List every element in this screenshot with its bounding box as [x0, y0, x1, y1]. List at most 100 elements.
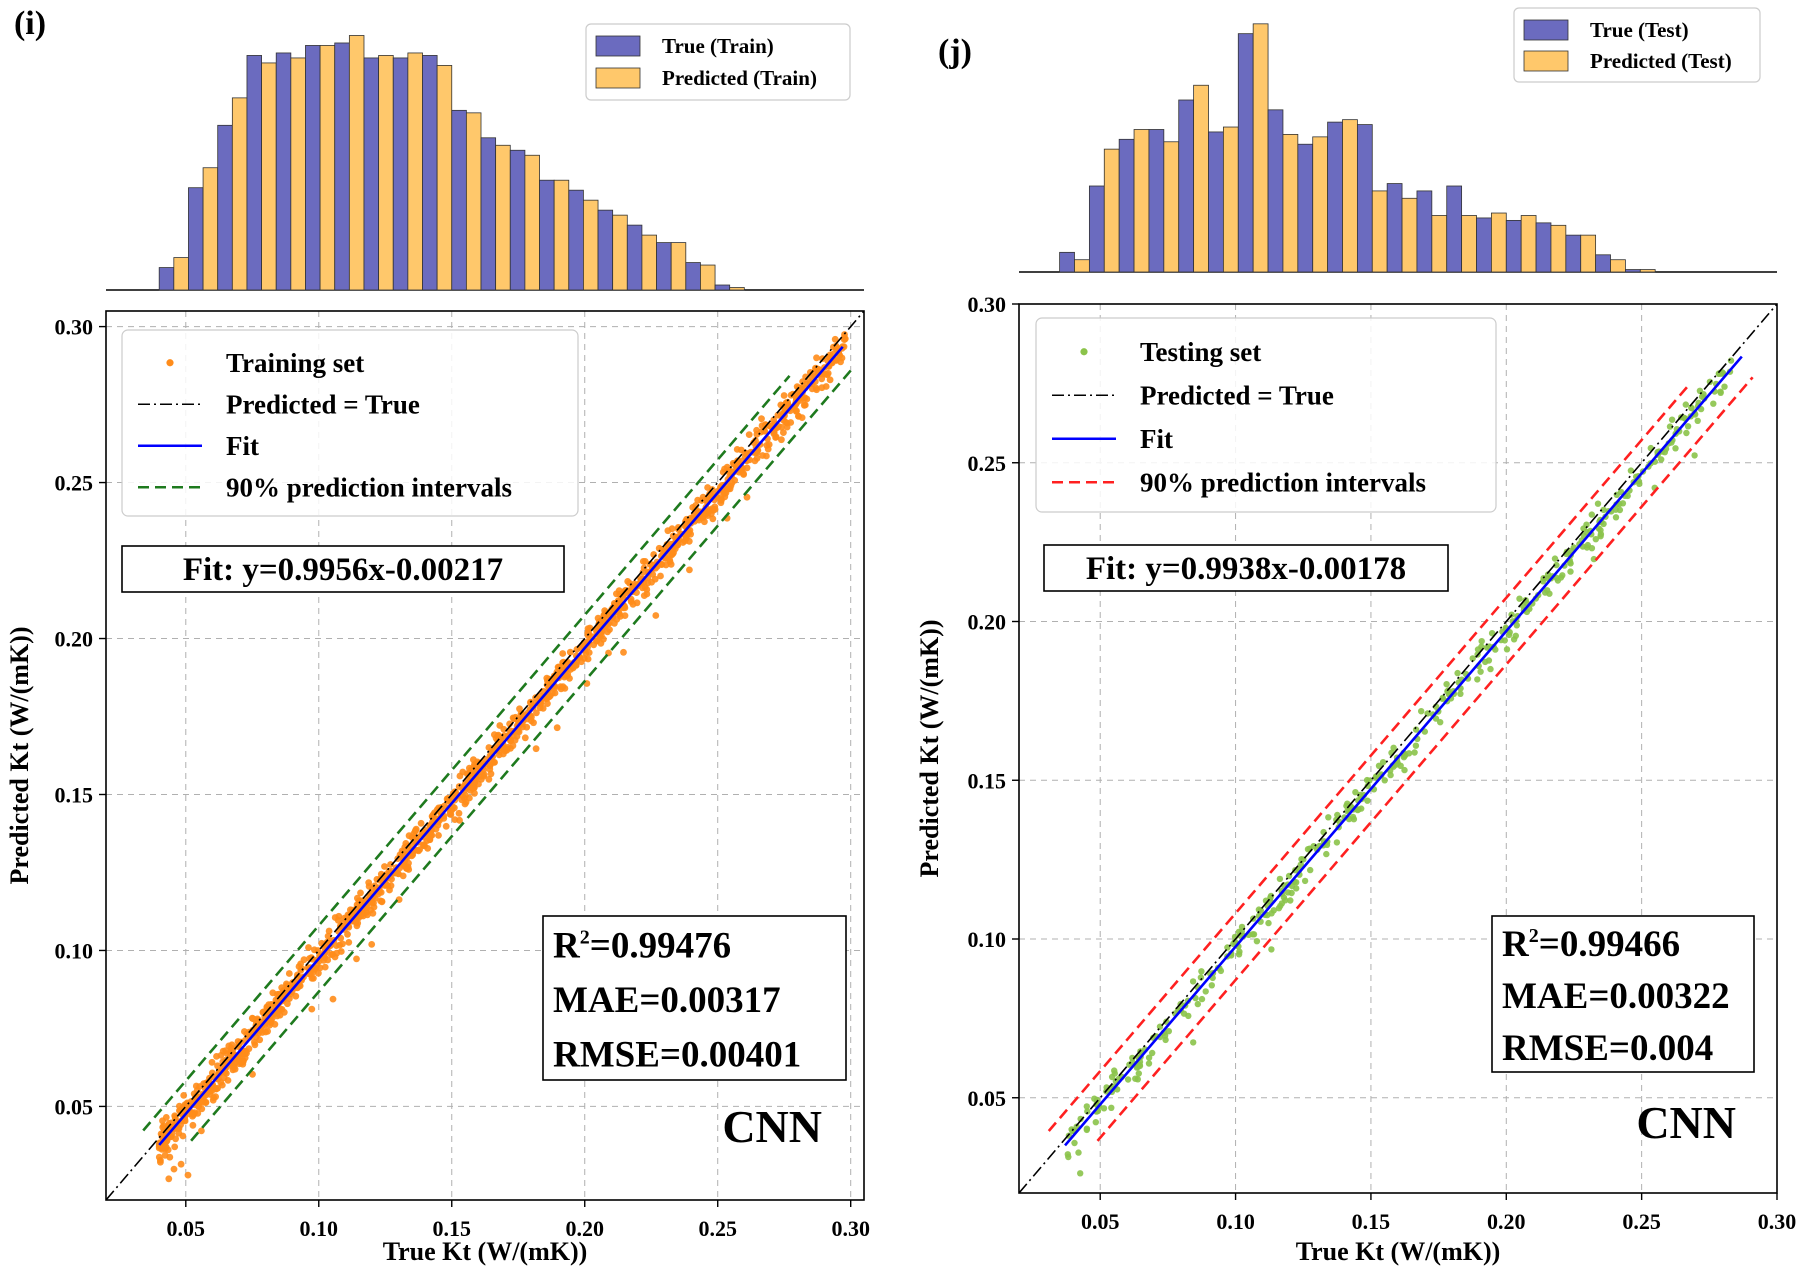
- data-point: [800, 401, 808, 409]
- hist-bar-predicted: [1461, 215, 1477, 273]
- plot-content: [106, 311, 864, 1200]
- data-point: [553, 724, 561, 732]
- data-point: [1298, 856, 1305, 863]
- data-point: [491, 731, 498, 739]
- data-point: [295, 963, 303, 970]
- hist-bar-predicted: [1252, 23, 1269, 273]
- data-point: [532, 745, 540, 753]
- data-point: [629, 600, 637, 608]
- data-point: [652, 612, 660, 619]
- x-tick-label: 0.25: [1622, 1209, 1661, 1234]
- data-point: [1454, 669, 1461, 677]
- data-point: [764, 445, 772, 453]
- legend: Testing set Predicted = True Fit 90% predic…: [1035, 317, 1497, 513]
- hist-legend-label: True (Test): [1590, 18, 1689, 42]
- data-point: [214, 1062, 221, 1070]
- legend-label: Fit: [226, 431, 259, 461]
- data-point: [813, 354, 820, 362]
- data-point: [1680, 414, 1688, 421]
- hist-bar-true: [158, 267, 175, 291]
- data-point: [1580, 525, 1587, 532]
- hist-bar-true: [1625, 269, 1641, 273]
- data-point: [770, 416, 778, 424]
- data-point: [803, 395, 811, 403]
- hist-bar-true: [334, 42, 350, 291]
- data-point: [480, 771, 488, 778]
- data-point: [728, 479, 736, 487]
- data-point: [1108, 1104, 1115, 1112]
- data-point: [1124, 1076, 1132, 1083]
- data-point: [1375, 762, 1383, 769]
- hist-bar-true: [1386, 183, 1403, 273]
- data-point: [1683, 429, 1690, 437]
- legend-label: 90% prediction intervals: [1140, 467, 1426, 497]
- data-point: [841, 335, 849, 343]
- data-point: [381, 863, 388, 870]
- data-point: [740, 470, 747, 477]
- hist-bar-predicted: [583, 199, 599, 291]
- hist-legend-swatch: [1523, 50, 1569, 72]
- data-point: [1405, 750, 1413, 757]
- data-point: [1077, 1170, 1084, 1177]
- data-point: [343, 914, 351, 922]
- data-point: [507, 745, 514, 752]
- hist-bar-true: [1565, 234, 1582, 273]
- hist-bar-true: [1535, 222, 1552, 273]
- hist-bar-predicted: [1639, 269, 1656, 273]
- data-point: [249, 1015, 257, 1023]
- data-point: [1401, 766, 1408, 774]
- hist-bar-true: [626, 224, 643, 291]
- data-point: [1627, 467, 1635, 474]
- legend-label: Predicted = True: [1140, 380, 1334, 410]
- data-point: [308, 1005, 316, 1013]
- pi-upper-line: [1047, 385, 1689, 1132]
- data-point: [368, 941, 376, 948]
- metric-rmse: RMSE=0.004: [1502, 1028, 1713, 1069]
- data-point: [1619, 500, 1627, 507]
- identity-line: [1019, 304, 1777, 1193]
- data-point: [555, 663, 563, 671]
- data-point: [662, 561, 670, 569]
- identity-line: [106, 311, 864, 1200]
- hist-bar-true: [275, 52, 292, 291]
- data-point: [1512, 632, 1520, 639]
- data-point: [1065, 1153, 1072, 1161]
- hist-bar-true: [246, 55, 262, 291]
- data-point: [420, 841, 428, 848]
- hist-bar-true: [714, 284, 731, 291]
- data-point: [1325, 814, 1332, 821]
- hist-bar-predicted: [319, 45, 336, 291]
- data-point: [365, 879, 373, 886]
- data-point: [1217, 967, 1225, 975]
- hist-bar-true: [1416, 190, 1433, 273]
- y-tick-label: 0.20: [55, 627, 94, 652]
- data-point: [1688, 404, 1695, 412]
- data-point: [491, 759, 498, 766]
- hist-bar-predicted: [612, 214, 628, 291]
- data-point: [1100, 1105, 1108, 1112]
- metric-r2: R2=0.99466: [1502, 924, 1680, 965]
- x-tick-label: 0.10: [300, 1216, 339, 1241]
- fit-line: [158, 345, 844, 1146]
- hist-bar-predicted: [465, 112, 482, 291]
- data-point: [1352, 789, 1359, 796]
- data-point: [1469, 655, 1476, 662]
- data-point: [1136, 1061, 1143, 1069]
- data-point: [1539, 578, 1547, 585]
- data-point: [157, 1158, 164, 1166]
- data-point: [639, 558, 647, 565]
- data-point: [1275, 905, 1283, 912]
- data-point: [179, 1132, 187, 1140]
- data-point: [837, 358, 844, 366]
- data-point: [357, 889, 364, 897]
- hist-bar-predicted: [407, 52, 423, 291]
- data-point: [1364, 782, 1372, 789]
- data-point: [818, 384, 826, 392]
- data-point: [687, 530, 694, 538]
- data-point: [243, 1049, 250, 1057]
- data-point: [227, 1050, 235, 1058]
- hist-bar-predicted: [173, 257, 189, 291]
- data-point: [405, 859, 412, 867]
- data-point: [1180, 1010, 1188, 1017]
- data-point: [1198, 995, 1206, 1003]
